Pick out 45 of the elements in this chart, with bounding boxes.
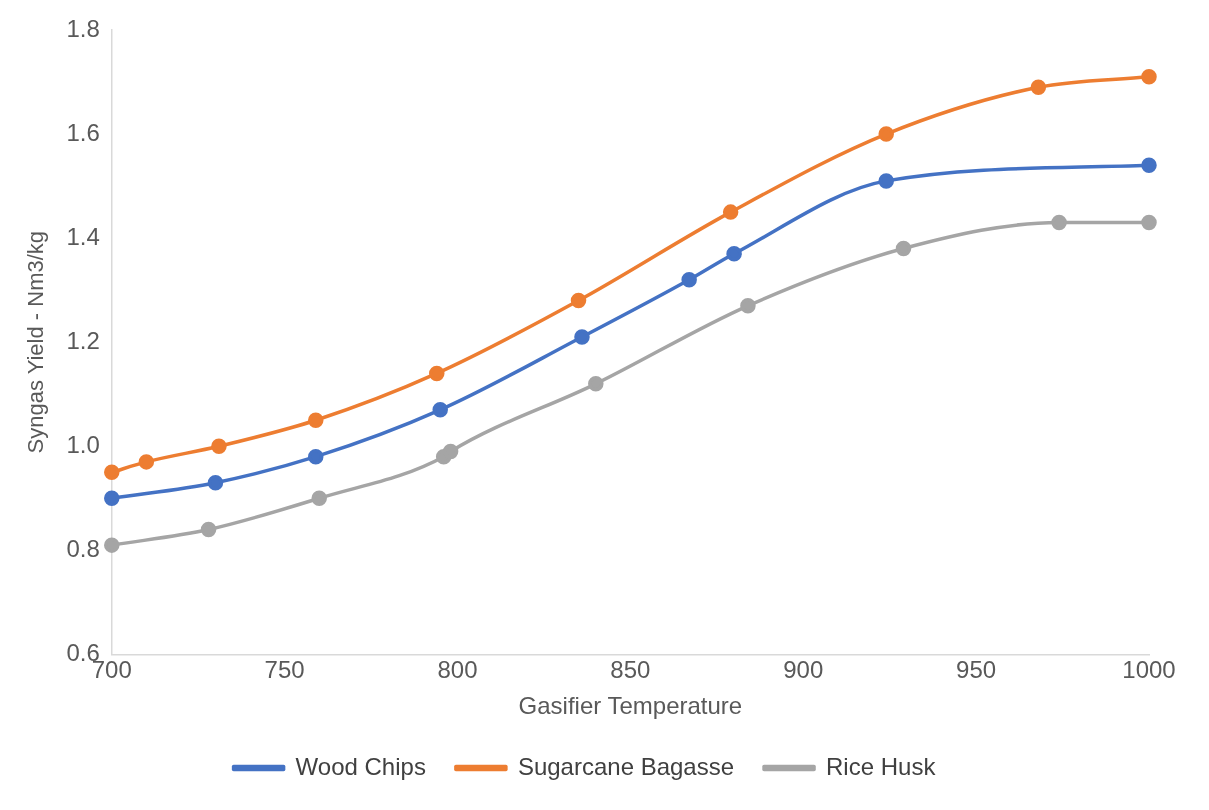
point — [722, 204, 739, 220]
point — [211, 438, 227, 455]
point — [570, 292, 587, 309]
y-axis-title: Syngas Yield - Nm3/kg — [23, 230, 49, 454]
x-tick-label: 1000 — [1122, 656, 1176, 684]
x-tick-label: 750 — [264, 656, 305, 684]
x-tick-label: 900 — [783, 656, 824, 684]
point — [1030, 79, 1047, 95]
point — [681, 272, 697, 288]
point — [207, 474, 224, 491]
legend-label: Rice Husk — [826, 752, 937, 780]
y-tick-label: 1.0 — [66, 430, 100, 458]
point — [878, 126, 894, 142]
point — [895, 240, 912, 257]
point — [308, 412, 324, 428]
point — [429, 365, 445, 382]
point — [1141, 214, 1157, 231]
y-tick-label: 1.4 — [66, 222, 100, 250]
point — [588, 376, 604, 392]
point — [104, 464, 120, 481]
y-tick-label: 1.2 — [66, 326, 100, 354]
point — [104, 490, 120, 507]
point — [432, 402, 448, 418]
y-tick-label: 1.8 — [66, 14, 100, 42]
legend-label: Sugarcane Bagasse — [517, 752, 735, 780]
y-tick-label: 0.8 — [66, 534, 100, 562]
point — [726, 245, 742, 262]
point — [878, 173, 894, 189]
x-axis-title: Gasifier Temperature — [518, 692, 743, 720]
point — [442, 443, 459, 460]
point — [1141, 69, 1157, 85]
point — [200, 521, 217, 538]
legend-label: Wood Chips — [295, 752, 426, 780]
point — [311, 490, 327, 507]
point — [1141, 157, 1157, 174]
point — [138, 454, 155, 470]
x-tick-label: 950 — [956, 656, 997, 684]
point — [740, 298, 756, 314]
point — [1051, 214, 1067, 231]
point — [104, 537, 120, 553]
point — [574, 329, 590, 345]
y-tick-label: 1.6 — [66, 118, 100, 146]
point — [308, 448, 324, 465]
x-tick-label: 800 — [437, 656, 478, 684]
x-tick-label: 850 — [610, 656, 651, 684]
